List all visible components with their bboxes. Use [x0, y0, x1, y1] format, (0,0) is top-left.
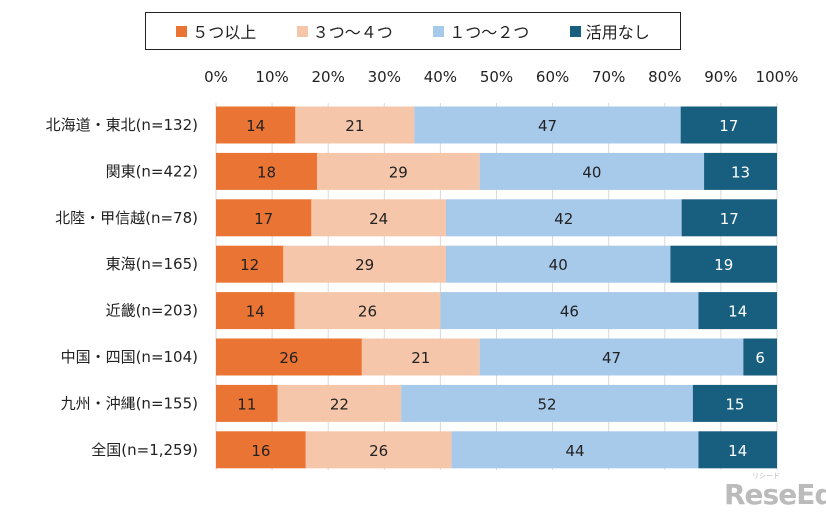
x-tick-label: 40%	[424, 68, 457, 86]
category-label: 東海(n=165)	[106, 255, 198, 273]
data-label: 12	[240, 256, 259, 274]
x-tick-label: 60%	[536, 68, 569, 86]
data-label: 26	[279, 349, 298, 367]
bar-segment	[216, 292, 295, 330]
category-label: 九州・沖縄(n=155)	[61, 394, 198, 412]
legend-label: ５つ以上	[192, 23, 257, 42]
category-label: 北陸・甲信越(n=78)	[55, 209, 198, 227]
bar-segment	[446, 245, 671, 283]
data-label: 17	[719, 117, 738, 135]
data-label: 22	[330, 395, 349, 413]
data-label: 52	[537, 395, 556, 413]
x-tick-label: 90%	[704, 68, 737, 86]
data-label: 42	[554, 210, 573, 228]
data-label: 14	[728, 442, 747, 460]
bar-segment	[316, 152, 480, 190]
x-tick-label: 0%	[204, 68, 228, 86]
data-label: 13	[731, 163, 750, 181]
category-label: 関東(n=422)	[106, 162, 198, 180]
x-tick-label: 20%	[312, 68, 345, 86]
category-label: 近畿(n=203)	[106, 302, 198, 320]
bar-segment	[216, 245, 284, 283]
legend-swatch-5plus	[176, 25, 188, 37]
data-label: 21	[345, 117, 364, 135]
data-label: 29	[355, 256, 374, 274]
data-label: 44	[565, 442, 584, 460]
bar-segment	[479, 338, 744, 376]
bar-segment	[743, 338, 777, 376]
bar-segment	[479, 152, 705, 190]
data-label: 40	[582, 163, 601, 181]
legend-item: 活用なし	[569, 19, 650, 43]
legend-swatch-none	[569, 25, 581, 37]
bar-segment	[216, 384, 278, 422]
bar-segment	[414, 106, 681, 144]
data-label: 26	[358, 303, 377, 321]
x-tick-label: 100%	[756, 68, 799, 86]
bar-segment	[681, 199, 777, 237]
data-label: 47	[538, 117, 557, 135]
data-label: 15	[725, 395, 744, 413]
bar-segment	[670, 245, 777, 283]
bar-segment	[295, 106, 415, 144]
data-label: 40	[549, 256, 568, 274]
data-label: 6	[755, 349, 765, 367]
bar-segment	[294, 292, 441, 330]
data-label: 14	[728, 303, 747, 321]
data-label: 14	[246, 303, 265, 321]
category-label: 全国(n=1,259)	[91, 441, 198, 459]
data-label: 47	[602, 349, 621, 367]
bar-segment	[692, 384, 777, 422]
data-label: 16	[251, 442, 270, 460]
data-label: 24	[369, 210, 388, 228]
data-label: 17	[254, 210, 273, 228]
bar-segment	[361, 338, 480, 376]
x-tick-label: 50%	[480, 68, 513, 86]
bar-segment	[680, 106, 777, 144]
data-label: 46	[560, 303, 579, 321]
data-label: 29	[389, 163, 408, 181]
bar-segment	[698, 292, 777, 330]
data-label: 18	[257, 163, 276, 181]
bar-segment	[440, 292, 699, 330]
bar-segment	[216, 431, 306, 469]
bar-segment	[704, 152, 777, 190]
category-label: 中国・四国(n=104)	[61, 348, 198, 366]
legend-item: １つ～２つ	[433, 19, 529, 43]
bar-segment	[446, 199, 682, 237]
bar-segment	[216, 152, 317, 190]
legend-swatch-1to2	[433, 25, 445, 37]
data-label: 21	[411, 349, 430, 367]
reseed-logo: ReseEd リシード	[724, 472, 826, 511]
bar-segment	[277, 384, 402, 422]
bar-segment	[216, 199, 312, 237]
x-tick-label: 30%	[368, 68, 401, 86]
legend: ５つ以上 ３つ～４つ １つ～２つ 活用なし	[145, 12, 681, 50]
bar-segment	[451, 431, 699, 469]
x-tick-label: 10%	[255, 68, 288, 86]
legend-item: ５つ以上	[176, 19, 256, 43]
bar-segment	[401, 384, 693, 422]
x-tick-label: 80%	[648, 68, 681, 86]
legend-label: １つ～２つ	[449, 23, 530, 42]
legend-item: ３つ～４つ	[296, 19, 393, 43]
data-label: 19	[714, 256, 733, 274]
legend-swatch-3to4	[296, 25, 308, 37]
bar-segment	[216, 338, 362, 376]
bar-segment	[698, 431, 777, 469]
bar-segment	[283, 245, 447, 283]
legend-label: ３つ～４つ	[312, 23, 393, 42]
data-label: 26	[369, 442, 388, 460]
bar-segment	[311, 199, 447, 237]
data-label: 14	[246, 117, 265, 135]
bar-segment	[216, 106, 296, 144]
x-tick-label: 70%	[592, 68, 625, 86]
bar-segment	[305, 431, 452, 469]
category-label: 北海道・東北(n=132)	[46, 116, 198, 134]
data-label: 17	[720, 210, 739, 228]
legend-label: 活用なし	[585, 23, 650, 42]
data-label: 11	[237, 395, 256, 413]
